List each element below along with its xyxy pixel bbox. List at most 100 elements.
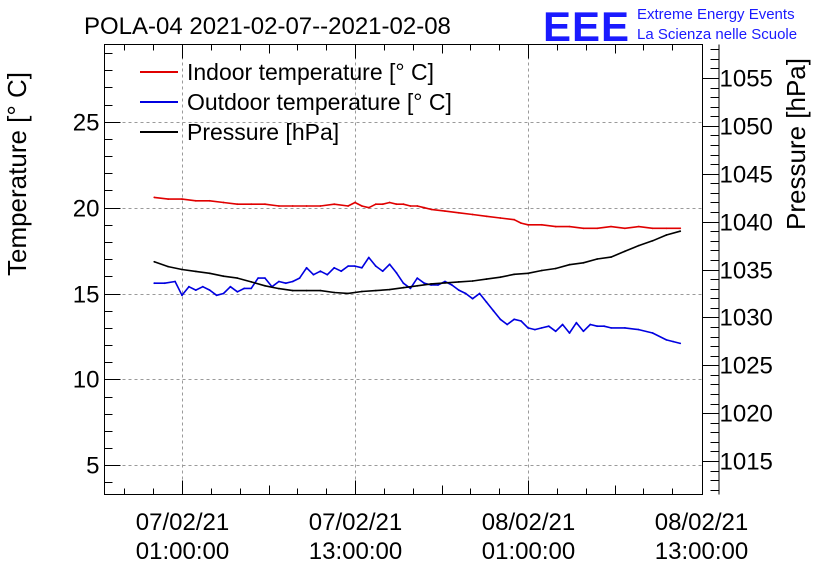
data-point (174, 280, 177, 283)
data-point (589, 323, 592, 326)
data-point (201, 285, 204, 288)
data-point (388, 288, 391, 291)
data-point (374, 289, 377, 292)
data-point (163, 282, 166, 285)
data-point (395, 203, 398, 206)
data-point (347, 205, 349, 207)
data-point (637, 328, 640, 331)
data-point (402, 282, 405, 285)
data-point (208, 289, 211, 291)
data-point (624, 327, 626, 329)
data-point (478, 292, 481, 295)
data-point (264, 203, 266, 206)
data-point (534, 328, 536, 331)
data-point (624, 227, 626, 230)
data-point (485, 215, 488, 218)
data-point (485, 278, 488, 280)
data-point (167, 198, 170, 201)
data-point (333, 291, 336, 294)
data-point (188, 285, 190, 288)
y2-tick-label: 1025 (720, 353, 773, 380)
data-point (181, 294, 183, 297)
x-tick-label-date: 07/02/21 (309, 509, 402, 536)
data-point (236, 290, 239, 293)
data-point (409, 287, 412, 290)
data-point (444, 280, 446, 283)
data-point (181, 198, 183, 201)
left-axis: 5 10 15 20 25 (73, 53, 121, 483)
y-tick-label: 20 (73, 196, 100, 223)
y2-tick-label: 1050 (720, 114, 773, 141)
legend: Indoor temperature [° C] Outdoor temperat… (140, 59, 452, 145)
eee-logo: EEE Extreme Energy Events La Scienza nel… (543, 3, 797, 50)
data-point (568, 225, 571, 228)
data-point (665, 227, 668, 230)
data-point (312, 273, 315, 276)
data-point (153, 196, 156, 199)
data-point (513, 218, 516, 221)
y-tick-label: 15 (73, 282, 100, 309)
data-point (326, 273, 329, 276)
data-point (492, 309, 495, 312)
data-point (305, 266, 308, 269)
data-point (444, 282, 446, 284)
data-point (423, 206, 426, 209)
data-point (610, 327, 612, 329)
data-point (561, 323, 564, 326)
data-point (333, 266, 336, 269)
data-point (457, 281, 460, 283)
data-point (520, 222, 522, 225)
data-point (305, 205, 308, 207)
data-point (374, 265, 377, 267)
data-point (257, 277, 259, 279)
data-point (278, 205, 280, 207)
data-point (451, 284, 453, 286)
data-point (347, 292, 349, 295)
y2-tick-label: 1045 (720, 162, 773, 189)
y2-tick-label: 1055 (720, 66, 773, 93)
data-point (250, 203, 253, 206)
data-point (333, 203, 336, 206)
data-point (222, 201, 225, 204)
data-point (637, 225, 640, 228)
data-point (361, 205, 363, 207)
data-point (319, 289, 322, 292)
data-point (485, 301, 488, 303)
data-point (506, 323, 509, 326)
y-tick-label: 10 (73, 367, 100, 394)
x-tick-label-date: 08/02/21 (482, 509, 575, 536)
data-point (153, 260, 156, 263)
data-point (471, 297, 474, 300)
data-point (291, 289, 294, 292)
data-point (527, 223, 529, 226)
data-point (416, 284, 419, 287)
data-point (679, 227, 682, 230)
data-point (354, 265, 356, 267)
data-point (367, 206, 370, 209)
x-tick-label-date: 08/02/21 (655, 509, 748, 536)
x-tick-label-time: 01:00:00 (482, 538, 575, 565)
data-point (437, 284, 439, 286)
data-point (298, 277, 301, 279)
plot-frame (104, 44, 703, 495)
data-point (582, 330, 585, 333)
data-point (153, 282, 156, 285)
legend-label: Indoor temperature [° C] (187, 59, 434, 85)
data-point (388, 263, 391, 266)
data-point (575, 321, 578, 324)
data-point (194, 199, 197, 202)
data-point (194, 289, 197, 291)
series-line (154, 196, 681, 230)
data-point (582, 261, 585, 264)
data-point (278, 287, 280, 290)
data-point (291, 280, 294, 283)
chart-title: POLA-04 2021-02-07--2021-02-08 (84, 13, 451, 40)
data-point (540, 223, 543, 226)
data-point (215, 294, 218, 297)
series-line (154, 230, 681, 295)
data-point (596, 227, 599, 230)
data-point (665, 339, 668, 341)
data-point (499, 318, 502, 321)
data-point (568, 263, 571, 266)
